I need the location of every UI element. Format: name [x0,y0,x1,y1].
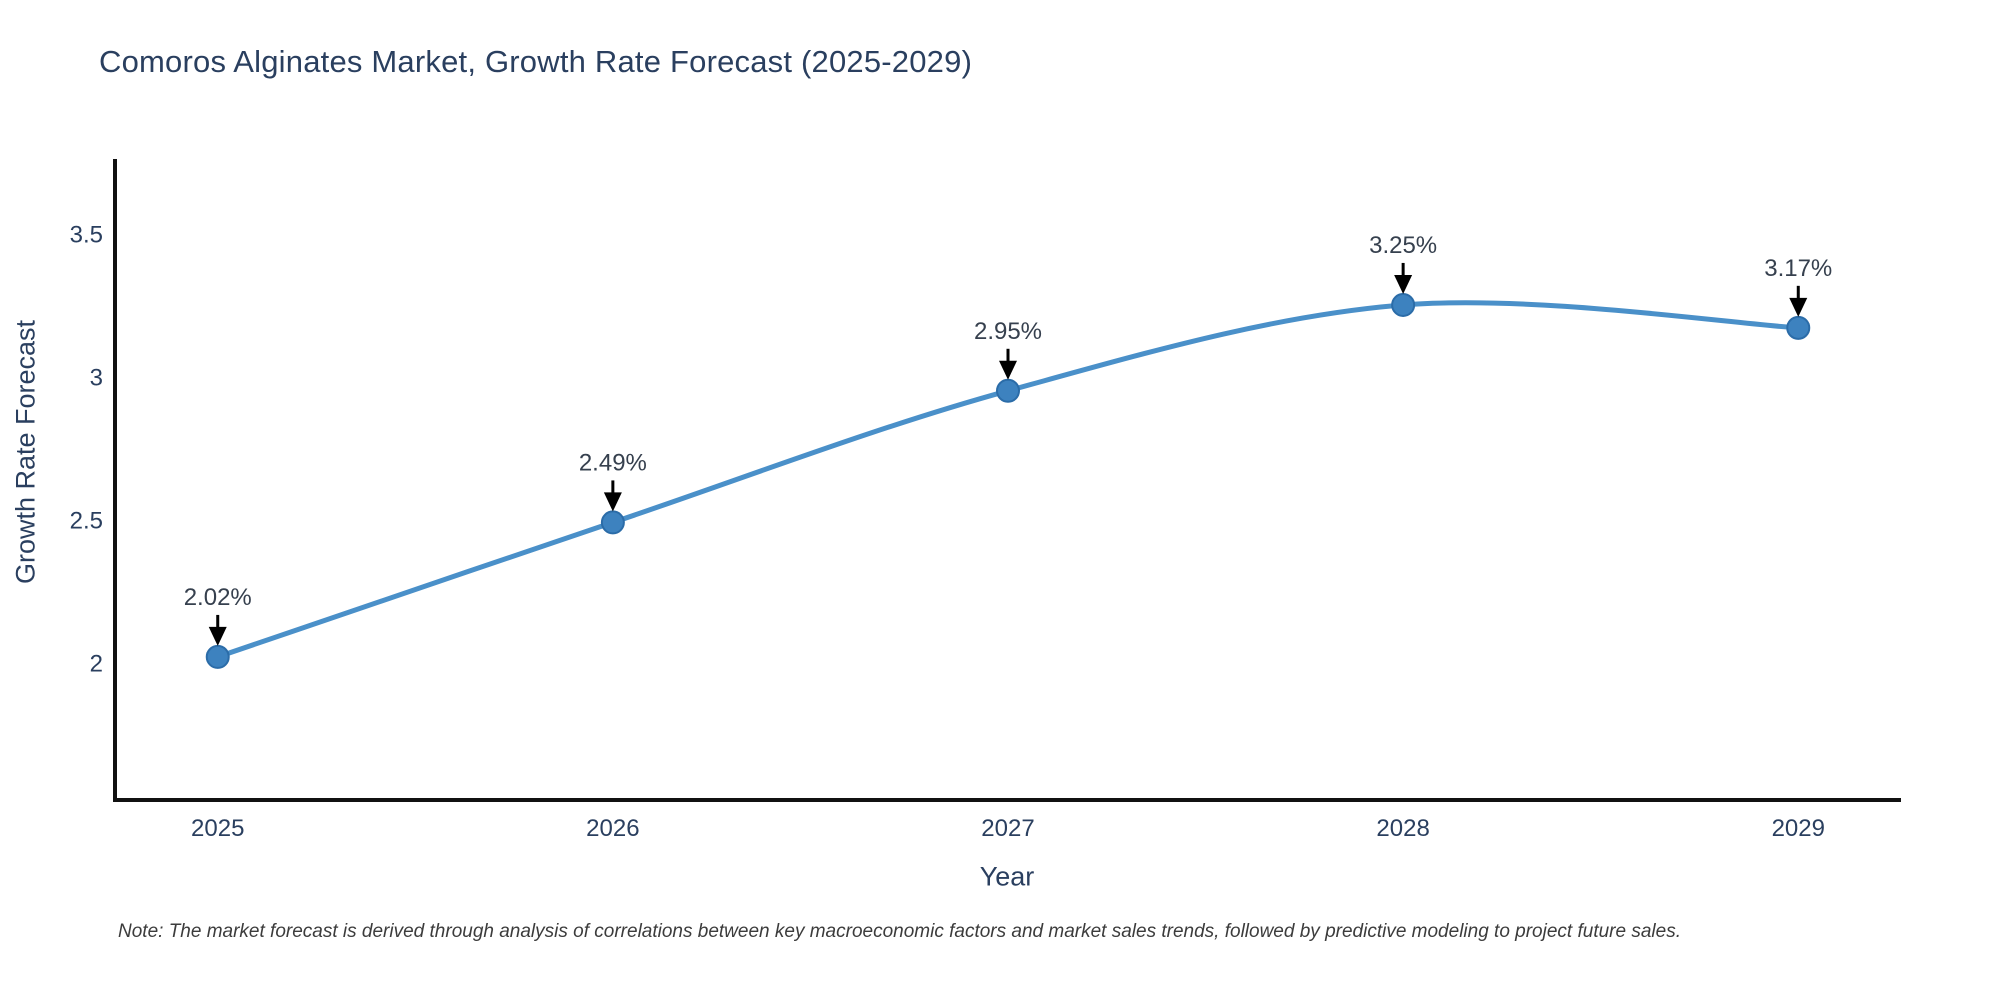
x-tick-label: 2028 [1376,815,1429,842]
annotation-arrowhead [999,360,1017,380]
point-value-label: 2.49% [579,449,647,476]
y-tick-label: 2 [90,651,103,678]
x-tick-label: 2025 [191,815,244,842]
annotation-arrowhead [603,492,622,512]
footnote: Note: The market forecast is derived thr… [118,921,1681,942]
x-tick-label: 2027 [981,815,1034,842]
y-tick-label: 3.5 [70,221,103,248]
point-value-label: 2.02% [184,584,252,611]
point-value-label: 3.17% [1764,255,1832,282]
data-point-marker [1391,292,1416,317]
x-tick-label: 2029 [1772,815,1825,842]
point-value-label: 2.95% [974,318,1042,345]
x-tick-label: 2026 [586,815,639,842]
y-tick-label: 3 [90,364,103,391]
annotation-arrowhead [208,626,227,646]
x-axis-title: Year [979,861,1035,892]
data-point-marker [996,378,1020,403]
data-point-marker [600,510,625,535]
annotation-arrowhead [1789,297,1808,317]
chart-title: Comoros Alginates Market, Growth Rate Fo… [99,44,973,79]
y-tick-label: 2.5 [70,508,103,535]
y-axis-title: Growth Rate Forecast [10,319,41,585]
data-point-marker [205,644,230,669]
point-value-label: 3.25% [1369,232,1437,259]
annotation-arrowhead [1394,274,1413,294]
data-point-marker [1786,315,1811,340]
